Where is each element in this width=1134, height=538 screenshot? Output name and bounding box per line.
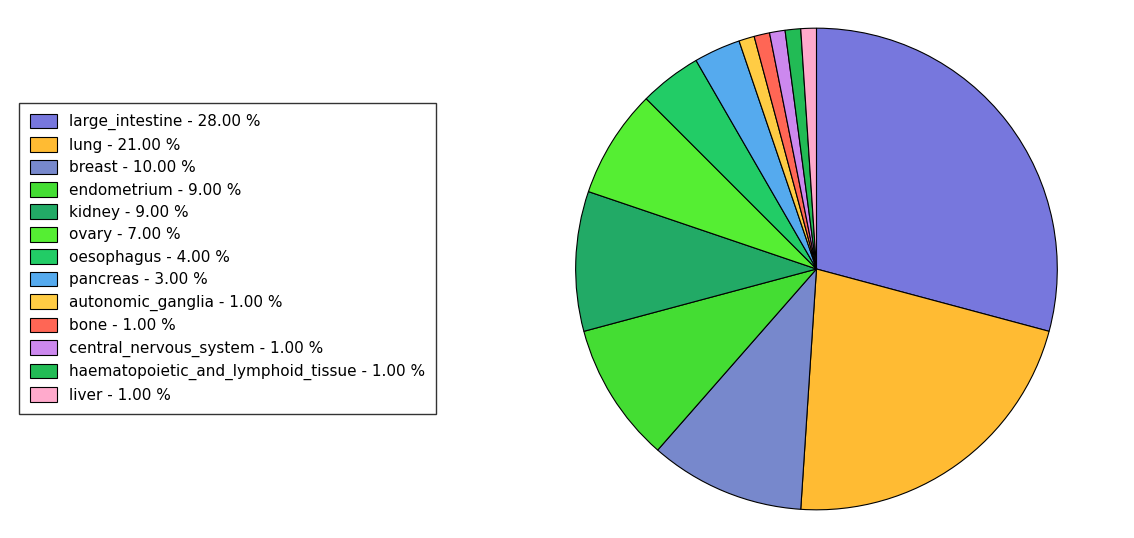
Wedge shape (696, 41, 816, 269)
Legend: large_intestine - 28.00 %, lung - 21.00 %, breast - 10.00 %, endometrium - 9.00 : large_intestine - 28.00 %, lung - 21.00 … (19, 103, 437, 414)
Wedge shape (770, 30, 816, 269)
Wedge shape (584, 269, 816, 450)
Wedge shape (785, 29, 816, 269)
Wedge shape (816, 28, 1057, 331)
Wedge shape (589, 98, 816, 269)
Wedge shape (658, 269, 816, 509)
Wedge shape (576, 192, 816, 331)
Wedge shape (646, 60, 816, 269)
Wedge shape (739, 37, 816, 269)
Wedge shape (801, 269, 1049, 510)
Wedge shape (754, 33, 816, 269)
Wedge shape (801, 28, 816, 269)
